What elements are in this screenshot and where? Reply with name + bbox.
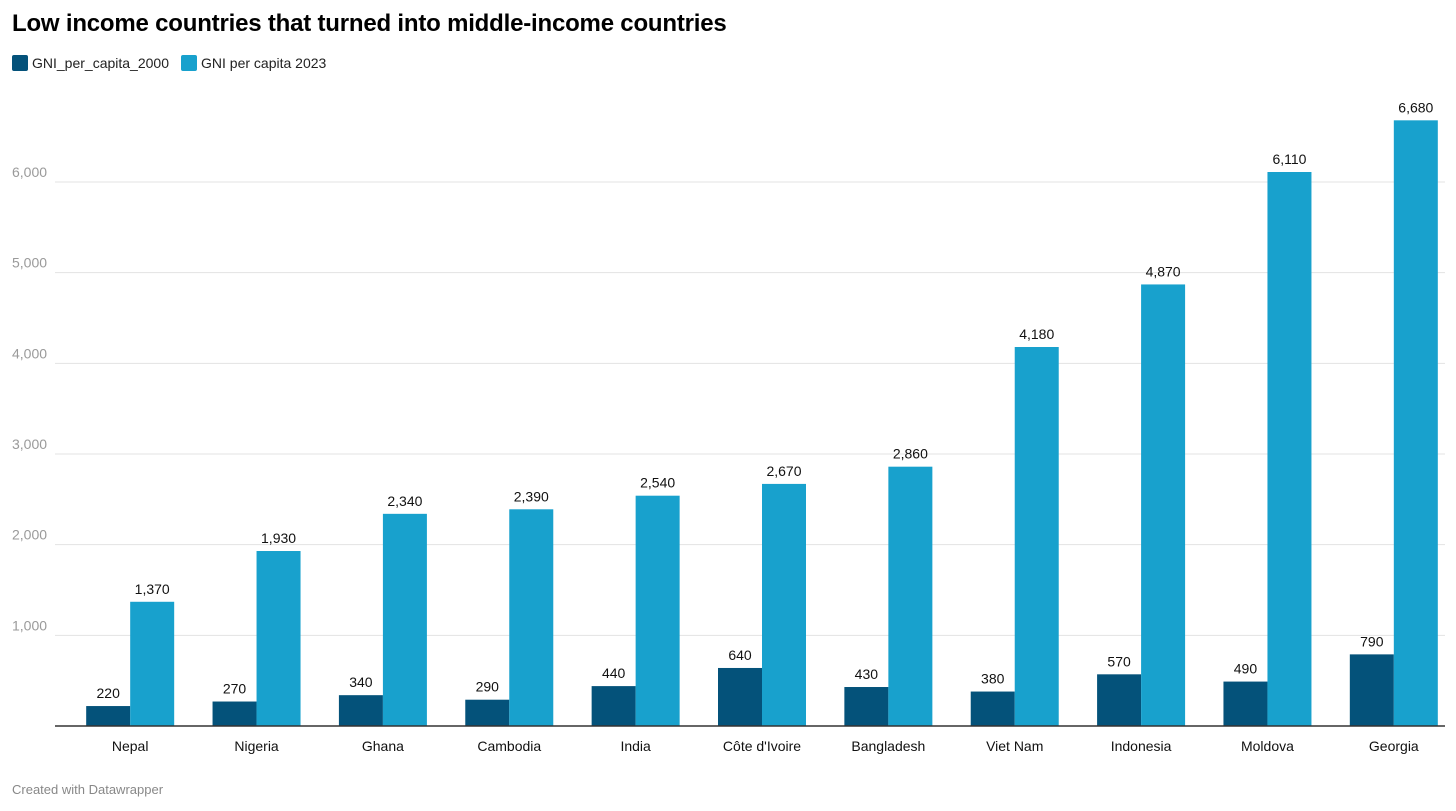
y-tick-label: 1,000 [12, 617, 47, 633]
bar-2023 [130, 601, 175, 726]
bar-2000 [1349, 654, 1394, 726]
x-tick-label: Indonesia [1111, 738, 1172, 754]
data-label-2000: 380 [981, 671, 1005, 687]
y-tick-label: 5,000 [12, 255, 47, 271]
footer-credit: Created with Datawrapper [12, 782, 164, 797]
data-label-2000: 270 [223, 681, 247, 697]
y-tick-label: 2,000 [12, 527, 47, 543]
data-label-2023: 2,670 [766, 463, 801, 479]
chart-title: Low income countries that turned into mi… [12, 10, 727, 37]
data-label-2023: 6,110 [1272, 151, 1306, 167]
bar-2000 [591, 686, 636, 726]
x-tick-label: Georgia [1369, 738, 1419, 754]
chart-legend: GNI_per_capita_2000 GNI per capita 2023 [12, 55, 326, 71]
bar-2023 [762, 483, 806, 726]
bar-2023 [1014, 346, 1059, 726]
data-label-2023: 4,180 [1019, 326, 1054, 342]
bar-2000 [844, 687, 889, 726]
bar-2023 [1393, 120, 1438, 726]
data-label-2023: 1,930 [261, 530, 296, 546]
x-tick-label: Bangladesh [851, 738, 925, 754]
bar-2000 [212, 701, 257, 726]
bar-2000 [338, 695, 383, 726]
y-tick-label: 4,000 [12, 345, 47, 361]
x-tick-label: Nepal [112, 738, 149, 754]
bar-2000 [465, 699, 510, 726]
data-label-2023: 6,680 [1398, 99, 1433, 115]
bar-2023 [1267, 172, 1312, 727]
x-tick-label: Côte d'Ivoire [723, 738, 801, 754]
y-tick-label: 3,000 [12, 436, 47, 452]
bar-2000 [86, 706, 131, 726]
data-label-2000: 570 [1107, 653, 1131, 669]
bar-2023 [509, 509, 554, 726]
legend-swatch-2000 [12, 55, 28, 71]
legend-label-2000: GNI_per_capita_2000 [32, 55, 169, 71]
y-tick-label: 6,000 [12, 164, 47, 180]
x-tick-label: Nigeria [234, 738, 279, 754]
x-tick-label: Moldova [1241, 738, 1294, 754]
data-label-2000: 490 [1234, 661, 1258, 677]
data-label-2000: 430 [855, 666, 879, 682]
data-label-2000: 640 [728, 647, 752, 663]
data-label-2000: 790 [1360, 633, 1384, 649]
x-tick-label: India [620, 738, 651, 754]
bar-2023 [256, 551, 301, 726]
data-label-2023: 4,870 [1146, 263, 1181, 279]
data-label-2000: 440 [602, 665, 626, 681]
legend-item-2000: GNI_per_capita_2000 [12, 55, 169, 71]
bar-2000 [1097, 674, 1142, 726]
bar-2000 [718, 667, 762, 726]
data-label-2023: 2,860 [893, 446, 928, 462]
x-tick-label: Ghana [362, 738, 404, 754]
legend-label-2023: GNI per capita 2023 [201, 55, 327, 71]
bar-2000 [970, 691, 1015, 726]
data-label-2023: 2,340 [387, 493, 422, 509]
legend-swatch-2023 [181, 55, 197, 71]
bar-2000 [1223, 681, 1268, 726]
data-label-2000: 340 [349, 674, 373, 690]
data-label-2000: 290 [476, 679, 500, 695]
data-label-2023: 2,540 [640, 475, 675, 491]
x-tick-label: Cambodia [477, 738, 541, 754]
bar-2023 [888, 466, 933, 726]
data-label-2023: 2,390 [514, 488, 549, 504]
x-tick-label: Viet Nam [986, 738, 1043, 754]
bar-2023 [1141, 284, 1186, 726]
bar-2023 [635, 495, 680, 726]
legend-item-2023: GNI per capita 2023 [181, 55, 326, 71]
data-label-2000: 220 [97, 685, 121, 701]
data-label-2023: 1,370 [135, 581, 170, 597]
bar-2023 [382, 513, 427, 726]
